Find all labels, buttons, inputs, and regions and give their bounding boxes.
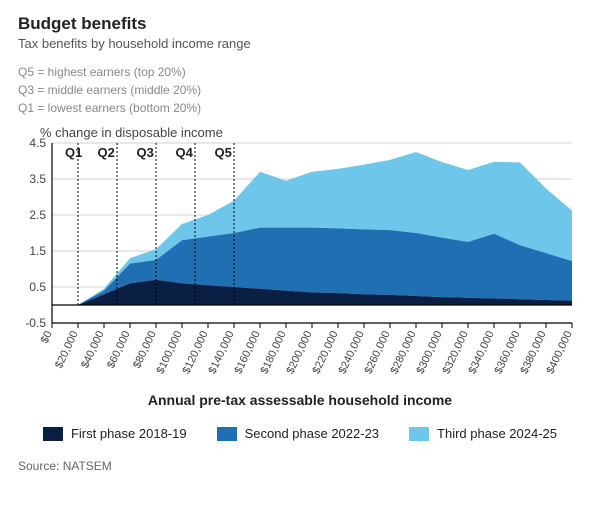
svg-text:0.5: 0.5	[29, 280, 46, 294]
svg-text:$300,000: $300,000	[414, 329, 444, 376]
x-axis-label: Annual pre-tax assessable household inco…	[18, 392, 582, 408]
svg-text:$140,000: $140,000	[206, 329, 236, 376]
phase-legend: First phase 2018-19 Second phase 2022-23…	[18, 426, 582, 441]
svg-text:$0: $0	[39, 329, 55, 345]
svg-text:$320,000: $320,000	[440, 329, 470, 376]
source-line: Source: NATSEM	[18, 459, 582, 473]
svg-text:$400,000: $400,000	[544, 329, 574, 376]
legend-swatch	[43, 427, 63, 441]
svg-text:$200,000: $200,000	[284, 329, 314, 376]
svg-text:Q5: Q5	[215, 145, 232, 160]
legend-swatch	[409, 427, 429, 441]
legend-swatch	[217, 427, 237, 441]
key-line: Q1 = lowest earners (bottom 20%)	[18, 99, 582, 117]
key-line: Q3 = middle earners (middle 20%)	[18, 81, 582, 99]
chart-subtitle: Tax benefits by household income range	[18, 36, 582, 51]
svg-text:$20,000: $20,000	[53, 329, 81, 370]
legend-item: Third phase 2024-25	[409, 426, 557, 441]
svg-text:Q1: Q1	[65, 145, 82, 160]
svg-text:Q2: Q2	[98, 145, 115, 160]
legend-label: Third phase 2024-25	[437, 426, 557, 441]
chart-container: % change in disposable income -0.50.51.5…	[18, 131, 582, 408]
legend-item: First phase 2018-19	[43, 426, 187, 441]
svg-text:$120,000: $120,000	[180, 329, 210, 376]
svg-text:2.5: 2.5	[29, 208, 46, 222]
svg-text:$280,000: $280,000	[388, 329, 418, 376]
legend-label: First phase 2018-19	[71, 426, 187, 441]
quintile-key: Q5 = highest earners (top 20%) Q3 = midd…	[18, 63, 582, 117]
legend-label: Second phase 2022-23	[245, 426, 379, 441]
svg-text:$260,000: $260,000	[362, 329, 392, 376]
svg-text:$340,000: $340,000	[466, 329, 496, 376]
svg-text:$180,000: $180,000	[258, 329, 288, 376]
legend-item: Second phase 2022-23	[217, 426, 379, 441]
svg-text:$60,000: $60,000	[105, 329, 133, 370]
svg-text:-0.5: -0.5	[25, 316, 46, 330]
key-line: Q5 = highest earners (top 20%)	[18, 63, 582, 81]
svg-text:$380,000: $380,000	[518, 329, 548, 376]
stacked-area-chart: -0.50.51.52.53.54.5Q1Q2Q3Q4Q5$0$20,000$4…	[18, 131, 582, 381]
svg-text:$220,000: $220,000	[310, 329, 340, 376]
y-axis-label: % change in disposable income	[40, 125, 223, 140]
svg-text:1.5: 1.5	[29, 244, 46, 258]
svg-text:Q3: Q3	[137, 145, 154, 160]
svg-text:$40,000: $40,000	[79, 329, 107, 370]
svg-text:$360,000: $360,000	[492, 329, 522, 376]
svg-text:$80,000: $80,000	[131, 329, 159, 370]
svg-text:3.5: 3.5	[29, 172, 46, 186]
svg-text:$160,000: $160,000	[232, 329, 262, 376]
svg-text:$100,000: $100,000	[154, 329, 184, 376]
svg-text:$240,000: $240,000	[336, 329, 366, 376]
chart-title: Budget benefits	[18, 14, 582, 34]
svg-text:Q4: Q4	[176, 145, 194, 160]
